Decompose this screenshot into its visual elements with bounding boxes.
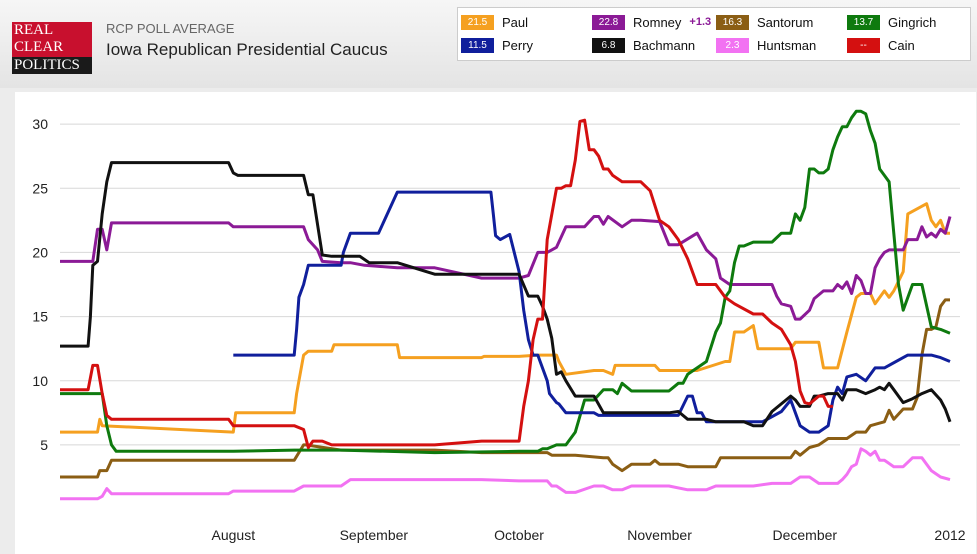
series-line-bachmann[interactable] bbox=[60, 161, 952, 428]
legend-item-perry[interactable]: 11.5 Perry bbox=[461, 37, 533, 53]
series-line-huntsman[interactable] bbox=[60, 447, 951, 501]
legend-name-huntsman: Huntsman bbox=[757, 37, 817, 53]
x-tick-label: August bbox=[212, 527, 256, 543]
legend-name-romney: Romney bbox=[633, 14, 682, 30]
legend-item-bachmann[interactable]: 6.8 Bachmann bbox=[592, 37, 695, 53]
grid-lines bbox=[60, 123, 960, 446]
y-tick-label: 30 bbox=[32, 116, 48, 132]
series-line-cain[interactable] bbox=[60, 118, 833, 449]
legend-value-huntsman: 2.3 bbox=[716, 37, 749, 53]
x-tick-label: 2012 bbox=[934, 527, 965, 543]
series-line-gingrich[interactable] bbox=[60, 109, 951, 455]
legend-name-bachmann: Bachmann bbox=[633, 37, 696, 53]
legend-value-gingrich: 13.7 bbox=[847, 14, 880, 30]
series-lines bbox=[60, 109, 952, 501]
logo-word-politics: POLITICS bbox=[14, 57, 80, 73]
rcp-logo[interactable]: REAL CLEAR POLITICS bbox=[12, 22, 92, 74]
legend-item-gingrich[interactable]: 13.7 Gingrich bbox=[847, 14, 936, 30]
y-tick-label: 20 bbox=[32, 244, 48, 260]
legend-value-paul: 21.5 bbox=[461, 14, 494, 30]
chart-kicker: RCP POLL AVERAGE bbox=[106, 21, 235, 36]
legend-name-paul: Paul bbox=[502, 14, 529, 30]
chart-header: REAL CLEAR POLITICS RCP POLL AVERAGE Iow… bbox=[0, 0, 977, 88]
chart-legend: 21.5 Paul 22.8 Romney +1.3 16.3 Santorum… bbox=[457, 7, 971, 61]
series-line-romney[interactable] bbox=[60, 215, 952, 321]
legend-item-romney[interactable]: 22.8 Romney +1.3 bbox=[592, 14, 711, 30]
x-tick-label: September bbox=[340, 527, 409, 543]
x-tick-label: November bbox=[627, 527, 692, 543]
legend-value-perry: 11.5 bbox=[461, 37, 494, 53]
legend-value-cain: -- bbox=[847, 37, 880, 53]
legend-item-paul[interactable]: 21.5 Paul bbox=[461, 14, 528, 30]
series-line-paul[interactable] bbox=[60, 202, 950, 434]
x-tick-label: December bbox=[772, 527, 837, 543]
logo-word-real: REAL bbox=[12, 22, 92, 39]
y-tick-label: 10 bbox=[32, 373, 48, 389]
legend-item-santorum[interactable]: 16.3 Santorum bbox=[716, 14, 813, 30]
series-line-santorum[interactable] bbox=[60, 298, 950, 479]
series-line-perry[interactable] bbox=[233, 190, 951, 434]
logo-word-clear: CLEAR bbox=[12, 39, 92, 57]
y-tick-label: 15 bbox=[32, 309, 48, 325]
y-axis-labels: 5 10 15 20 25 30 bbox=[32, 116, 48, 453]
legend-name-perry: Perry bbox=[502, 37, 534, 53]
y-tick-label: 25 bbox=[32, 180, 48, 196]
x-axis-labels: August September October November December 20… bbox=[212, 527, 966, 543]
chart-title: Iowa Republican Presidential Caucus bbox=[106, 40, 388, 59]
legend-value-bachmann: 6.8 bbox=[592, 37, 625, 53]
legend-change-romney: +1.3 bbox=[689, 16, 712, 28]
x-tick-label: October bbox=[494, 527, 544, 543]
legend-value-santorum: 16.3 bbox=[716, 14, 749, 30]
y-tick-label: 5 bbox=[40, 437, 48, 453]
legend-name-gingrich: Gingrich bbox=[888, 14, 937, 30]
legend-item-huntsman[interactable]: 2.3 Huntsman bbox=[716, 37, 816, 53]
legend-name-santorum: Santorum bbox=[757, 14, 814, 30]
legend-item-cain[interactable]: -- Cain bbox=[847, 37, 915, 53]
legend-value-romney: 22.8 bbox=[592, 14, 625, 30]
legend-name-cain: Cain bbox=[888, 37, 915, 53]
